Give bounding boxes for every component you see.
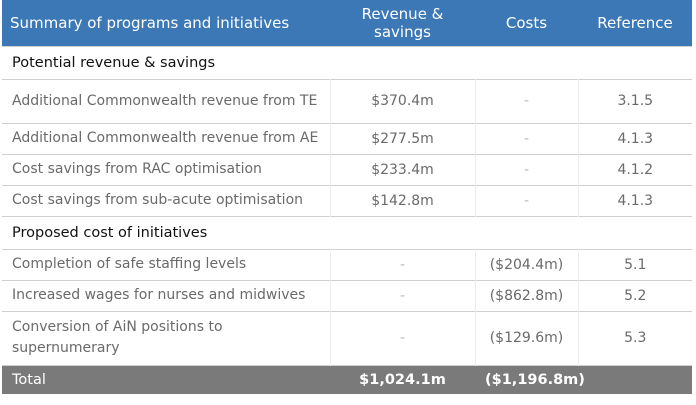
row-reference: 4.1.3 [617,130,654,147]
section-title: Potential revenue & savings [12,54,216,71]
row-costs: ($204.4m) [475,249,579,280]
row-costs: ($129.6m) [475,311,579,365]
row-costs: - [475,154,579,185]
row-revenue: $233.4m [330,154,476,185]
row-reference: 5.3 [624,330,647,346]
total-costs: ($1,196.8m) [485,371,585,388]
row-costs: - [475,123,579,154]
total-reference [578,365,692,394]
row-revenue: $142.8m [330,185,476,216]
row-reference: 3.1.5 [617,93,654,109]
row-label: Completion of safe staffing levels [2,249,331,280]
row-revenue: - [330,249,476,280]
table-row: Cost savings from sub-acute optimisation… [2,185,692,216]
total-row: Total $1,024.1m ($1,196.8m) [2,365,692,394]
row-label: Conversion of AiN positions to supernume… [2,311,331,365]
section-row: Proposed cost of initiatives [2,216,692,249]
table-row: Cost savings from RAC optimisation $233.… [2,154,692,185]
table-row: Completion of safe staffing levels - ($2… [2,249,692,280]
header-programs: Summary of programs and initiatives [10,13,290,32]
table-row: Additional Commonwealth revenue from AE … [2,123,692,154]
table-row: Additional Commonwealth revenue from TE … [2,79,692,123]
header-costs: Costs [505,13,548,32]
row-revenue: $370.4m [330,79,476,123]
row-costs: ($862.8m) [475,280,579,311]
row-revenue: - [330,311,476,365]
table-row: Increased wages for nurses and midwives … [2,280,692,311]
total-revenue: $1,024.1m [359,371,446,388]
table-header-row: Summary of programs and initiatives Reve… [2,0,692,46]
row-costs: - [475,79,579,123]
row-revenue: - [330,280,476,311]
header-revenue: Revenue & savings [361,4,444,41]
row-label: Additional Commonwealth revenue from TE [2,79,331,123]
section-title: Proposed cost of initiatives [12,224,208,241]
row-costs: - [475,185,579,216]
table-row: Conversion of AiN positions to supernume… [2,311,692,365]
row-reference: 5.2 [624,287,647,304]
row-label: Cost savings from sub-acute optimisation [2,185,331,216]
row-revenue: $277.5m [330,123,476,154]
row-label: Increased wages for nurses and midwives [2,280,331,311]
header-reference: Reference [597,13,673,32]
summary-table: Summary of programs and initiatives Reve… [2,0,692,394]
total-label: Total [12,371,46,388]
row-reference: 4.1.2 [617,161,654,178]
row-reference: 5.1 [624,256,647,273]
row-label: Additional Commonwealth revenue from AE [2,123,331,154]
row-label: Cost savings from RAC optimisation [2,154,331,185]
section-row: Potential revenue & savings [2,46,692,79]
row-reference: 4.1.3 [617,192,654,209]
